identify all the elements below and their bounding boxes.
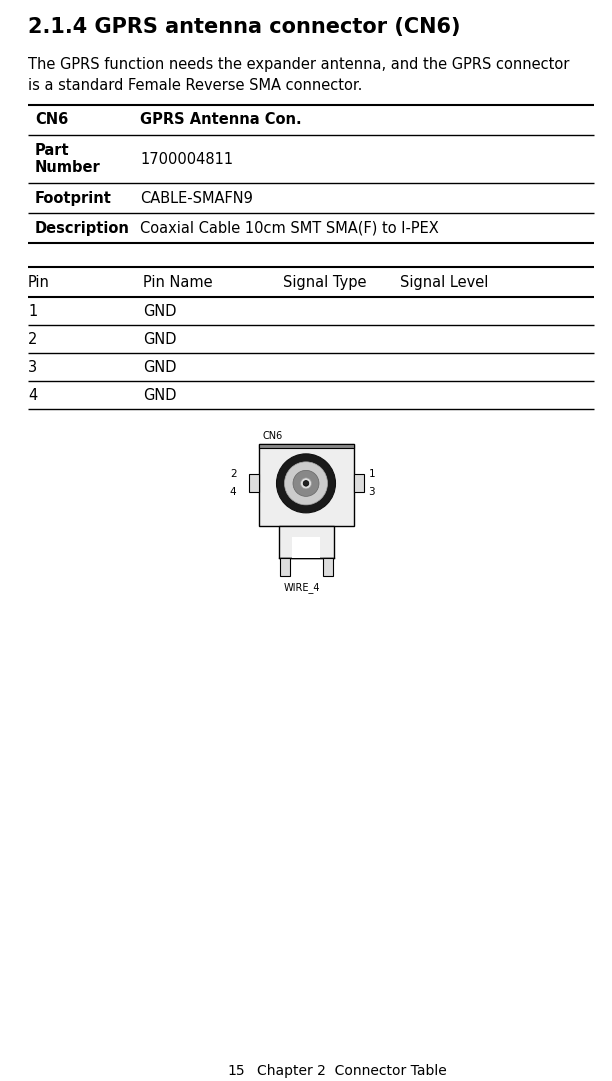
Text: GND: GND — [143, 387, 176, 402]
Text: 15: 15 — [227, 1064, 245, 1078]
Text: CN6: CN6 — [35, 112, 69, 128]
Bar — [258, 444, 354, 448]
Text: 2.1.4 GPRS antenna connector (CN6): 2.1.4 GPRS antenna connector (CN6) — [28, 17, 460, 37]
Text: 3: 3 — [368, 488, 375, 497]
Text: 1700004811: 1700004811 — [140, 151, 233, 166]
Bar — [248, 475, 258, 492]
Circle shape — [285, 462, 327, 505]
Text: 2: 2 — [28, 332, 37, 347]
Bar — [280, 558, 289, 576]
Text: Signal Type: Signal Type — [283, 275, 367, 290]
Text: GND: GND — [143, 360, 176, 374]
Circle shape — [300, 478, 312, 489]
Text: Part
Number: Part Number — [35, 143, 101, 175]
Text: Signal Level: Signal Level — [400, 275, 488, 290]
Text: CABLE-SMAFN9: CABLE-SMAFN9 — [140, 190, 253, 205]
Text: 1: 1 — [368, 469, 375, 479]
Bar — [258, 444, 354, 526]
Text: GND: GND — [143, 304, 176, 319]
Text: 3: 3 — [28, 360, 37, 374]
Text: GND: GND — [143, 332, 176, 347]
Bar — [293, 537, 319, 558]
Text: 4: 4 — [28, 387, 37, 402]
Text: Pin Name: Pin Name — [143, 275, 212, 290]
Text: WIRE_4: WIRE_4 — [284, 582, 321, 592]
Text: CN6: CN6 — [263, 431, 283, 441]
Bar — [278, 526, 334, 558]
Text: Chapter 2  Connector Table: Chapter 2 Connector Table — [257, 1064, 447, 1078]
Circle shape — [303, 481, 309, 486]
Text: 2: 2 — [230, 469, 236, 479]
Text: Pin: Pin — [28, 275, 50, 290]
Circle shape — [293, 470, 319, 496]
Text: GPRS Antenna Con.: GPRS Antenna Con. — [140, 112, 302, 128]
Text: Description: Description — [35, 221, 130, 236]
Text: Coaxial Cable 10cm SMT SMA(F) to I-PEX: Coaxial Cable 10cm SMT SMA(F) to I-PEX — [140, 221, 439, 236]
Text: 1: 1 — [28, 304, 37, 319]
Text: Footprint: Footprint — [35, 190, 112, 205]
Text: 4: 4 — [230, 488, 236, 497]
Text: The GPRS function needs the expander antenna, and the GPRS connector
is a standa: The GPRS function needs the expander ant… — [28, 57, 569, 93]
Circle shape — [277, 454, 335, 512]
Bar — [354, 475, 364, 492]
Bar — [323, 558, 332, 576]
